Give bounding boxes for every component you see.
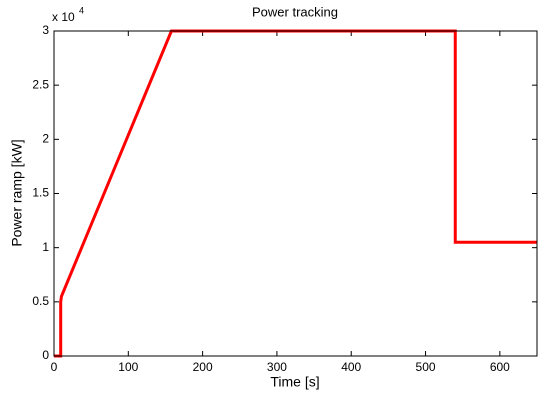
y-tick-label: 0 [42, 348, 49, 362]
x-tick-label: 100 [118, 360, 138, 374]
x-tick-label: 400 [341, 360, 361, 374]
y-tick-label: 2.5 [32, 77, 49, 91]
y-tick-label: 1.5 [32, 186, 49, 200]
y-tick-label: 3 [42, 23, 49, 37]
x-tick-label: 300 [267, 360, 287, 374]
y-multiplier-base: x 10 [52, 10, 75, 24]
x-tick-label: 0 [51, 360, 58, 374]
x-tick-label: 500 [416, 360, 436, 374]
x-tick-label: 600 [490, 360, 510, 374]
line-series [54, 29, 537, 358]
x-tick-label: 200 [193, 360, 213, 374]
y-tick-label: 1 [42, 240, 49, 254]
y-axis-label: Power ramp [kW] [9, 139, 25, 246]
plot-frame [53, 30, 538, 357]
x-axis-label: Time [s] [270, 374, 319, 390]
chart-title: Power tracking [252, 4, 338, 19]
y-tick-label: 0.5 [32, 294, 49, 308]
y-multiplier-exponent: 4 [79, 5, 84, 15]
y-tick-label: 2 [42, 132, 49, 146]
